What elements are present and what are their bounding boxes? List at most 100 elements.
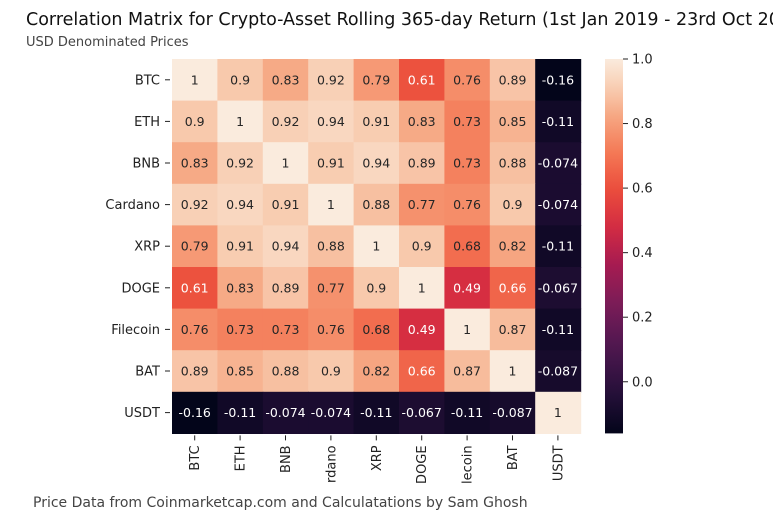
heatmap-cell bbox=[535, 391, 582, 434]
row-label: USDT bbox=[124, 406, 160, 421]
heatmap-cell bbox=[308, 225, 355, 268]
heatmap-cell bbox=[399, 308, 445, 351]
column-label: XRP bbox=[370, 445, 385, 471]
heatmap-cell-value: 1 bbox=[282, 156, 290, 171]
heatmap-cells bbox=[172, 59, 582, 434]
heatmap-cell bbox=[217, 183, 264, 226]
heatmap-cell-value: 0.91 bbox=[272, 197, 300, 212]
heatmap-cell bbox=[444, 59, 491, 102]
heatmap-cell bbox=[489, 308, 536, 351]
heatmap-cell bbox=[489, 350, 536, 393]
heatmap-cell-value: 0.9 bbox=[230, 72, 250, 87]
heatmap-cell bbox=[172, 100, 218, 143]
column-label: BTC bbox=[188, 445, 203, 470]
heatmap-cell-value: -0.067 bbox=[402, 405, 442, 420]
heatmap-cell-value: 0.94 bbox=[272, 239, 300, 254]
heatmap-cell-value: 0.79 bbox=[181, 239, 209, 254]
heatmap-cell-value: 1 bbox=[372, 239, 380, 254]
heatmap-cell bbox=[262, 183, 309, 226]
row-label: Cardano bbox=[105, 198, 160, 213]
heatmap-cell-value: 0.76 bbox=[181, 322, 209, 337]
heatmap-cell-value: 0.89 bbox=[272, 280, 300, 295]
heatmap-cell bbox=[489, 100, 536, 143]
heatmap-cell-value: 0.92 bbox=[317, 72, 345, 87]
heatmap-cell-value: 1 bbox=[463, 322, 471, 337]
heatmap-cell-value: -0.11 bbox=[542, 114, 574, 129]
heatmap-cell-value: -0.074 bbox=[265, 405, 305, 420]
heatmap-cell bbox=[489, 391, 536, 434]
column-label: rdano bbox=[324, 445, 339, 483]
heatmap-cell-value: 0.83 bbox=[272, 72, 300, 87]
heatmap-cell-value: 0.49 bbox=[408, 322, 436, 337]
heatmap-cell-value: -0.067 bbox=[538, 280, 578, 295]
heatmap-cell-value: 1 bbox=[509, 364, 517, 379]
heatmap-cell-value: -0.11 bbox=[360, 405, 392, 420]
column-label: BAT bbox=[506, 445, 521, 470]
heatmap-cell bbox=[444, 350, 491, 393]
heatmap-cell-value: 0.9 bbox=[503, 197, 523, 212]
heatmap-cell bbox=[489, 142, 536, 185]
heatmap-cell bbox=[308, 183, 355, 226]
heatmap-cell-value: 0.83 bbox=[408, 114, 436, 129]
heatmap-cell-value: -0.11 bbox=[542, 322, 574, 337]
heatmap-cell bbox=[399, 267, 445, 310]
heatmap-cell-value: 0.83 bbox=[226, 280, 254, 295]
heatmap-cell bbox=[217, 59, 264, 102]
heatmap-cell-value: 0.88 bbox=[499, 156, 527, 171]
heatmap-cell-value: 0.91 bbox=[362, 114, 390, 129]
heatmap-cell bbox=[172, 350, 218, 393]
heatmap-cell bbox=[353, 100, 400, 143]
heatmap-cell bbox=[172, 225, 218, 268]
column-label: lecoin bbox=[461, 445, 476, 484]
heatmap-cell-value: 0.92 bbox=[272, 114, 300, 129]
heatmap-cell bbox=[262, 100, 309, 143]
heatmap-cell-value: 0.76 bbox=[453, 197, 481, 212]
heatmap-cell-value: 0.91 bbox=[226, 239, 254, 254]
heatmap-cell-value: 0.77 bbox=[317, 280, 345, 295]
heatmap-cell bbox=[489, 225, 536, 268]
heatmap-cell bbox=[262, 308, 309, 351]
heatmap-cell-value: -0.11 bbox=[451, 405, 483, 420]
heatmap-cell bbox=[308, 350, 355, 393]
heatmap-cell-value: 0.73 bbox=[453, 114, 481, 129]
heatmap-cell-value: 0.88 bbox=[317, 239, 345, 254]
heatmap-cell bbox=[535, 183, 582, 226]
heatmap-cell bbox=[262, 142, 309, 185]
heatmap-cell bbox=[172, 267, 218, 310]
heatmap-cell bbox=[353, 308, 400, 351]
heatmap-cell-value: 0.73 bbox=[226, 322, 254, 337]
heatmap-cell bbox=[535, 142, 582, 185]
heatmap-cell bbox=[217, 267, 264, 310]
heatmap-cell bbox=[217, 142, 264, 185]
heatmap-cell-value: 0.49 bbox=[453, 280, 481, 295]
heatmap-cell bbox=[535, 225, 582, 268]
heatmap-cell bbox=[353, 267, 400, 310]
heatmap-cell bbox=[489, 267, 536, 310]
row-label: BTC bbox=[135, 73, 160, 88]
heatmap-cell-value: 0.94 bbox=[317, 114, 345, 129]
heatmap-cell bbox=[399, 100, 445, 143]
heatmap-cell bbox=[353, 142, 400, 185]
heatmap-cell-value: 0.66 bbox=[499, 280, 527, 295]
heatmap-cell-value: 0.77 bbox=[408, 197, 436, 212]
heatmap-cell-value: 0.9 bbox=[321, 364, 341, 379]
heatmap-cell-value: 0.88 bbox=[362, 197, 390, 212]
heatmap-cell-value: 0.94 bbox=[226, 197, 254, 212]
heatmap-cell-value: 0.9 bbox=[366, 280, 386, 295]
heatmap-cell-value: 1 bbox=[236, 114, 244, 129]
heatmap-cell bbox=[399, 391, 445, 434]
colorbar-tick-label: 0.0 bbox=[632, 375, 653, 390]
row-label: DOGE bbox=[121, 281, 160, 296]
heatmap-cell-value: 0.61 bbox=[408, 72, 436, 87]
heatmap-cell bbox=[444, 100, 491, 143]
heatmap-cell bbox=[535, 100, 582, 143]
heatmap-cell bbox=[353, 350, 400, 393]
heatmap-cell-value: 0.88 bbox=[272, 364, 300, 379]
row-label: XRP bbox=[134, 240, 160, 255]
colorbar-gradient bbox=[605, 59, 623, 434]
heatmap-cell bbox=[535, 350, 582, 393]
heatmap-cell-value: 1 bbox=[191, 72, 199, 87]
heatmap-cell-value: 0.82 bbox=[362, 364, 390, 379]
heatmap-cell bbox=[444, 142, 491, 185]
heatmap-cell bbox=[172, 183, 218, 226]
